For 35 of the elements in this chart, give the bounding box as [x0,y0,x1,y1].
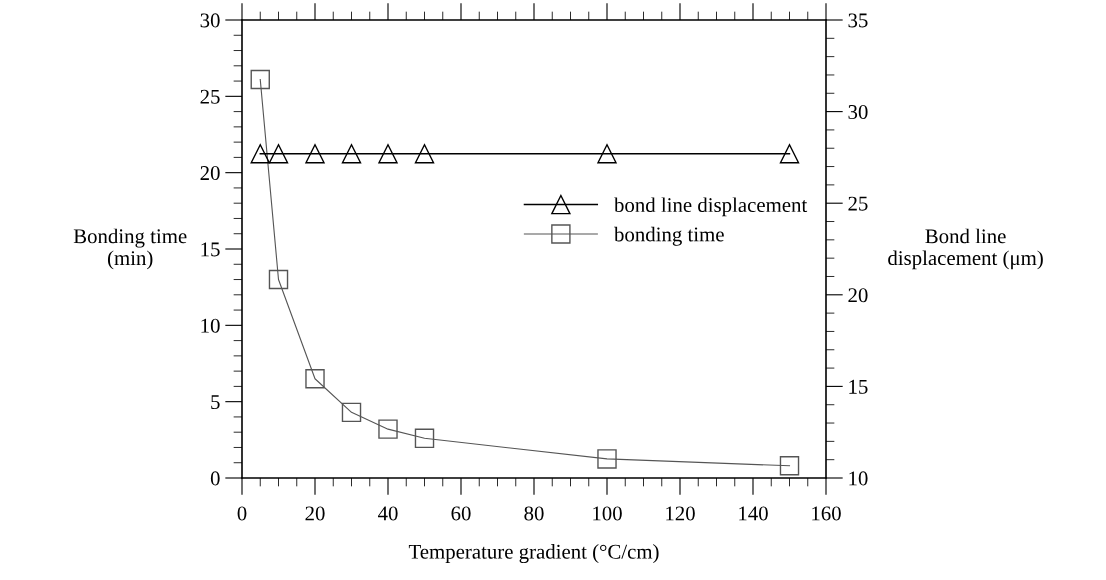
y-tick-label: 5 [211,395,220,410]
x-tick-label: 20 [305,506,325,521]
point [414,428,435,449]
y-tick-label: 10 [201,318,220,333]
x-tick-label: 0 [237,506,247,521]
x-tick-label: 140 [739,506,768,521]
point [341,402,362,423]
y-tick-label: 30 [200,13,220,28]
y2-tick-label: 20 [848,288,868,303]
y-tick-label: 25 [200,89,220,104]
x-tick-label: 120 [666,506,695,521]
x-tick-label: 100 [593,506,622,521]
point [378,419,398,439]
y-axis-title: Bonding time (min) [73,228,187,270]
legend-label: bond line displacement [614,197,808,217]
y2-tick-label: 15 [849,379,868,394]
point [305,369,325,389]
y2-tick-label: 30 [848,104,868,120]
y2-tick-label: 10 [849,471,868,486]
y-tick-label: 20 [200,166,220,181]
legend-label: bonding time [614,226,724,246]
x-tick-label: 40 [377,506,398,521]
point [597,449,617,469]
x-tick-label: 160 [812,506,841,521]
point [250,69,270,90]
y2-tick-label: 25 [848,196,868,211]
x-tick-label: 80 [524,506,544,521]
x-axis-title: Temperature gradient (°C/cm) [408,544,659,564]
y2-axis-title: Bond line displacement (μm) [888,228,1043,270]
point [779,456,800,476]
point [268,269,289,290]
y-tick-label: 0 [210,471,220,486]
y2-tick-label: 35 [848,13,868,28]
y-tick-label: 15 [201,242,220,257]
x-tick-label: 60 [451,506,471,521]
